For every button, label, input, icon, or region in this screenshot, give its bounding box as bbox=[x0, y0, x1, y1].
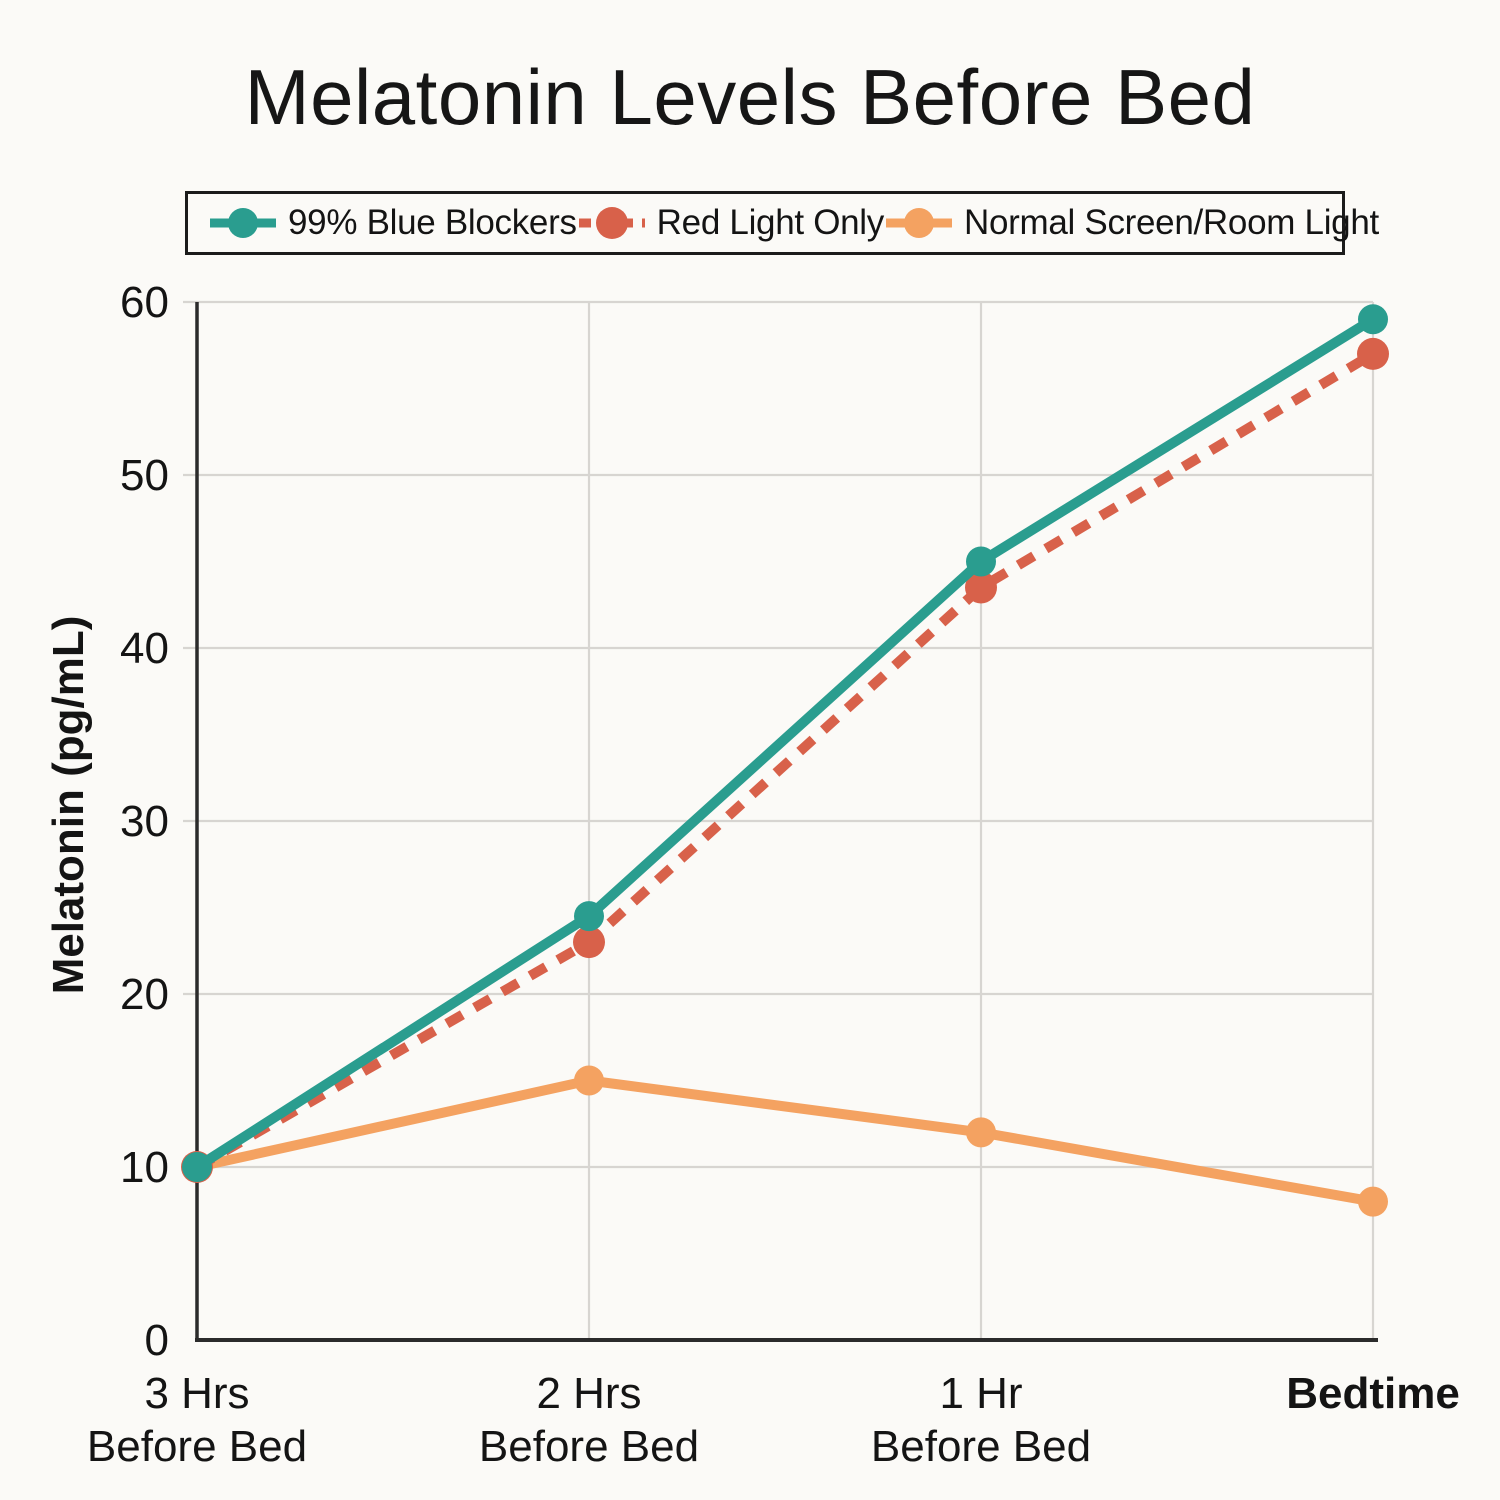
x-tick-label: Before Bed bbox=[871, 1422, 1091, 1471]
y-tick-label: 40 bbox=[120, 624, 169, 673]
data-point-red-light-only-1 bbox=[573, 926, 605, 959]
legend-label: Normal Screen/Room Light bbox=[964, 203, 1379, 242]
data-point-99-blue-blockers-0 bbox=[182, 1152, 212, 1182]
data-point-normal-screen-room-light-1 bbox=[574, 1065, 604, 1096]
legend-label: Red Light Only bbox=[656, 203, 885, 242]
legend-line-dot-icon bbox=[210, 208, 276, 238]
y-tick-label: 60 bbox=[120, 278, 169, 327]
y-tick-label: 30 bbox=[120, 797, 169, 846]
legend: 99% Blue Blockers Red Light Only Normal … bbox=[185, 191, 1379, 255]
x-tick-label: 1 Hr bbox=[939, 1369, 1022, 1418]
y-axis-title: Melatonin (pg/mL) bbox=[44, 616, 93, 995]
data-point-99-blue-blockers-2 bbox=[966, 546, 996, 577]
x-tick-label: 3 Hrs bbox=[144, 1369, 249, 1418]
data-point-red-light-only-3 bbox=[1357, 337, 1389, 370]
legend-label: 99% Blue Blockers bbox=[288, 203, 577, 242]
data-point-99-blue-blockers-3 bbox=[1358, 304, 1388, 335]
data-point-normal-screen-room-light-3 bbox=[1358, 1186, 1388, 1217]
y-tick-label: 10 bbox=[120, 1143, 169, 1192]
y-tick-label: 0 bbox=[145, 1316, 169, 1365]
series-line-red-light-only bbox=[194, 349, 1376, 1172]
chart-title: Melatonin Levels Before Bed bbox=[244, 53, 1256, 141]
data-point-normal-screen-room-light-2 bbox=[966, 1117, 996, 1148]
legend-dashed-line-dot-icon bbox=[578, 207, 645, 239]
legend-item-normal-light: Normal Screen/Room Light bbox=[884, 203, 1379, 243]
legend-item-red-light: Red Light Only bbox=[577, 203, 884, 243]
y-tick-label: 20 bbox=[120, 970, 169, 1019]
series-line-99-blue-blockers bbox=[192, 314, 1378, 1172]
x-tick-label: Bedtime bbox=[1286, 1369, 1460, 1418]
legend-line-dot-icon bbox=[886, 208, 952, 238]
legend-item-blue-blockers: 99% Blue Blockers bbox=[208, 203, 577, 243]
x-tick-label: 2 Hrs bbox=[536, 1369, 641, 1418]
y-tick-label: 50 bbox=[120, 451, 169, 500]
series-line-normal-screen-room-light bbox=[192, 1075, 1378, 1207]
data-point-red-light-only-2 bbox=[965, 571, 997, 604]
x-tick-label: Before Bed bbox=[479, 1422, 699, 1471]
data-point-99-blue-blockers-1 bbox=[574, 901, 604, 932]
x-tick-label: Before Bed bbox=[87, 1422, 307, 1471]
